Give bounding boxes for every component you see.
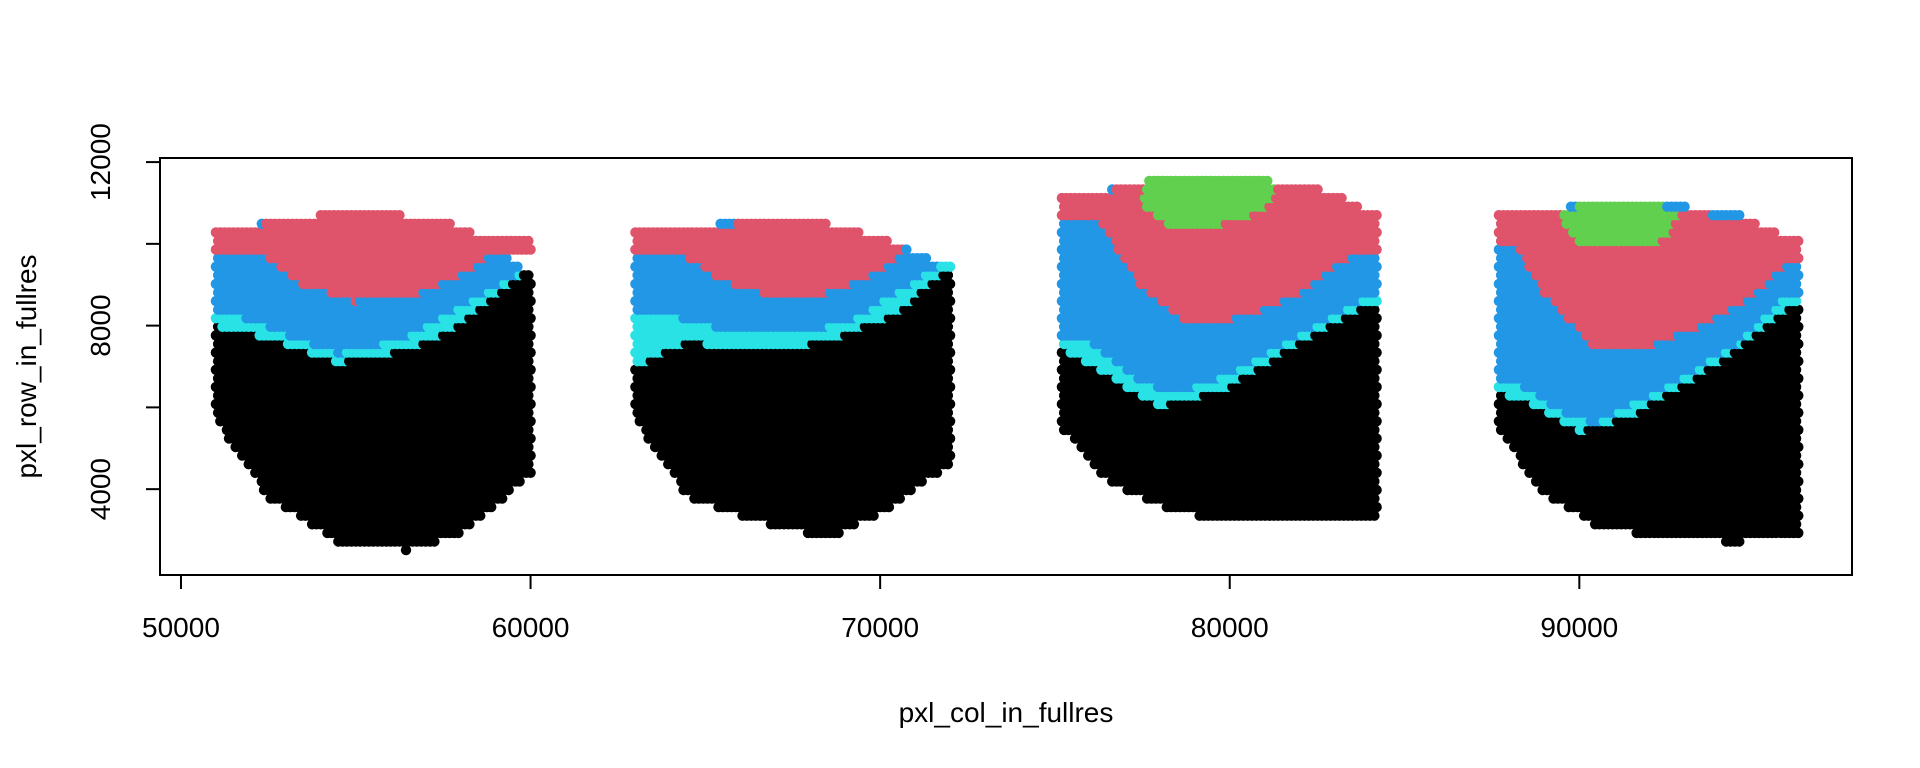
data-point [429,536,440,547]
data-point [820,218,831,229]
data-point [881,235,892,247]
data-point [486,501,497,513]
tissue-section-1 [210,210,536,556]
data-point [394,210,405,221]
data-point [523,424,534,436]
data-point [523,407,534,418]
data-point [525,433,536,444]
data-point [525,450,536,461]
data-point [475,510,486,521]
tissue-section-3 [1056,175,1382,521]
data-point [523,459,534,470]
data-point [514,476,525,487]
data-point [453,527,464,539]
data-point [523,441,534,453]
data-point [525,467,536,478]
data-point [400,544,412,556]
data-point [901,244,912,255]
tissue-section-2 [630,218,956,539]
data-point [464,519,475,530]
data-point [525,416,536,427]
data-point [944,261,956,272]
data-point [512,261,523,272]
data-point [523,270,534,281]
data-point [464,227,475,238]
data-point [444,218,455,229]
points-layer [210,175,1804,556]
data-point [853,227,864,238]
data-point [497,493,508,504]
data-point [523,235,534,247]
data-point [503,484,514,496]
data-point [920,253,932,264]
